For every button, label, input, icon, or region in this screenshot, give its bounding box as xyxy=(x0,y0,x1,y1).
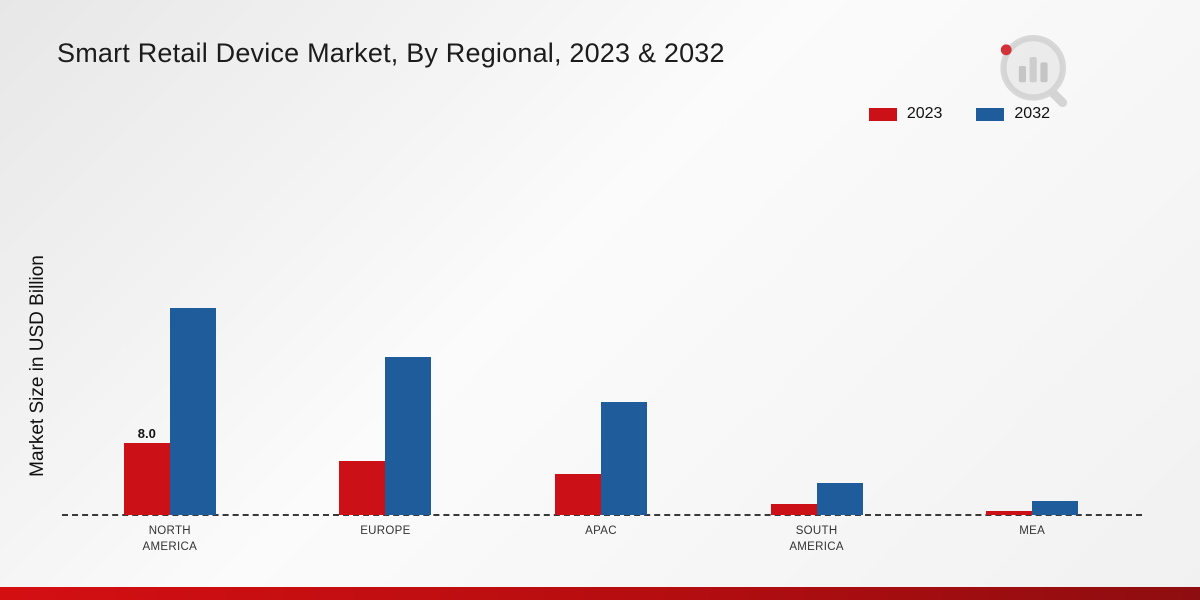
bar-pair xyxy=(339,357,432,515)
plot-area: 8.0 NORTH AMERICA EUROPE APAC SOUTH AMERICA M… xyxy=(62,290,1140,553)
legend-swatch-2032 xyxy=(976,107,1005,121)
brand-logo xyxy=(1000,34,1068,108)
legend-item-2032: 2032 xyxy=(976,105,1050,123)
bar-column: 8.0 xyxy=(123,426,170,515)
bar-column xyxy=(339,461,386,515)
bar-2032-europe xyxy=(385,357,432,515)
bar-column xyxy=(169,308,216,515)
legend-label-2023: 2023 xyxy=(906,105,943,122)
bar-column xyxy=(770,504,817,515)
bar-2032-south-america xyxy=(816,483,863,515)
bar-pair xyxy=(770,483,863,515)
legend-swatch-2023 xyxy=(868,107,897,121)
chart-title: Smart Retail Device Market, By Regional,… xyxy=(57,38,725,68)
y-axis-label: Market Size in USD Billion xyxy=(27,255,48,477)
bar-column xyxy=(385,357,432,515)
category-label: EUROPE xyxy=(360,525,411,537)
bar-column xyxy=(986,511,1033,515)
category-label: NORTH AMERICA xyxy=(142,525,198,553)
bar-column xyxy=(554,474,601,515)
legend-label-2032: 2032 xyxy=(1014,105,1050,122)
bar-2032-mea xyxy=(1032,501,1079,515)
bottom-accent-bar xyxy=(0,587,1200,600)
bar-column xyxy=(1032,501,1079,515)
bar-2023-mea xyxy=(986,511,1033,515)
legend: 2023 2032 xyxy=(868,105,1050,123)
bar-column xyxy=(600,402,647,515)
bar-group: SOUTH AMERICA xyxy=(770,290,863,553)
bar-group: APAC xyxy=(554,290,647,537)
bar-group: EUROPE xyxy=(339,290,432,537)
bar-2023-europe xyxy=(339,461,386,515)
x-axis-baseline xyxy=(62,514,1142,516)
bar-value-label: 8.0 xyxy=(137,426,156,441)
bar-2023-north-america xyxy=(123,443,170,515)
bar-2023-south-america xyxy=(770,504,817,515)
bar-pair xyxy=(554,402,647,515)
category-label: SOUTH AMERICA xyxy=(789,525,844,553)
legend-item-2023: 2023 xyxy=(868,105,943,123)
bar-2023-apac xyxy=(554,474,601,515)
bar-pair: 8.0 xyxy=(123,308,216,515)
bar-2032-north-america xyxy=(169,308,216,515)
category-label: MEA xyxy=(1019,525,1046,537)
bar-pair xyxy=(986,501,1079,515)
bar-column xyxy=(816,483,863,515)
category-label: APAC xyxy=(585,525,617,537)
bar-2032-apac xyxy=(600,402,647,515)
bar-group: MEA xyxy=(986,290,1079,537)
bar-group: 8.0 NORTH AMERICA xyxy=(123,290,216,553)
